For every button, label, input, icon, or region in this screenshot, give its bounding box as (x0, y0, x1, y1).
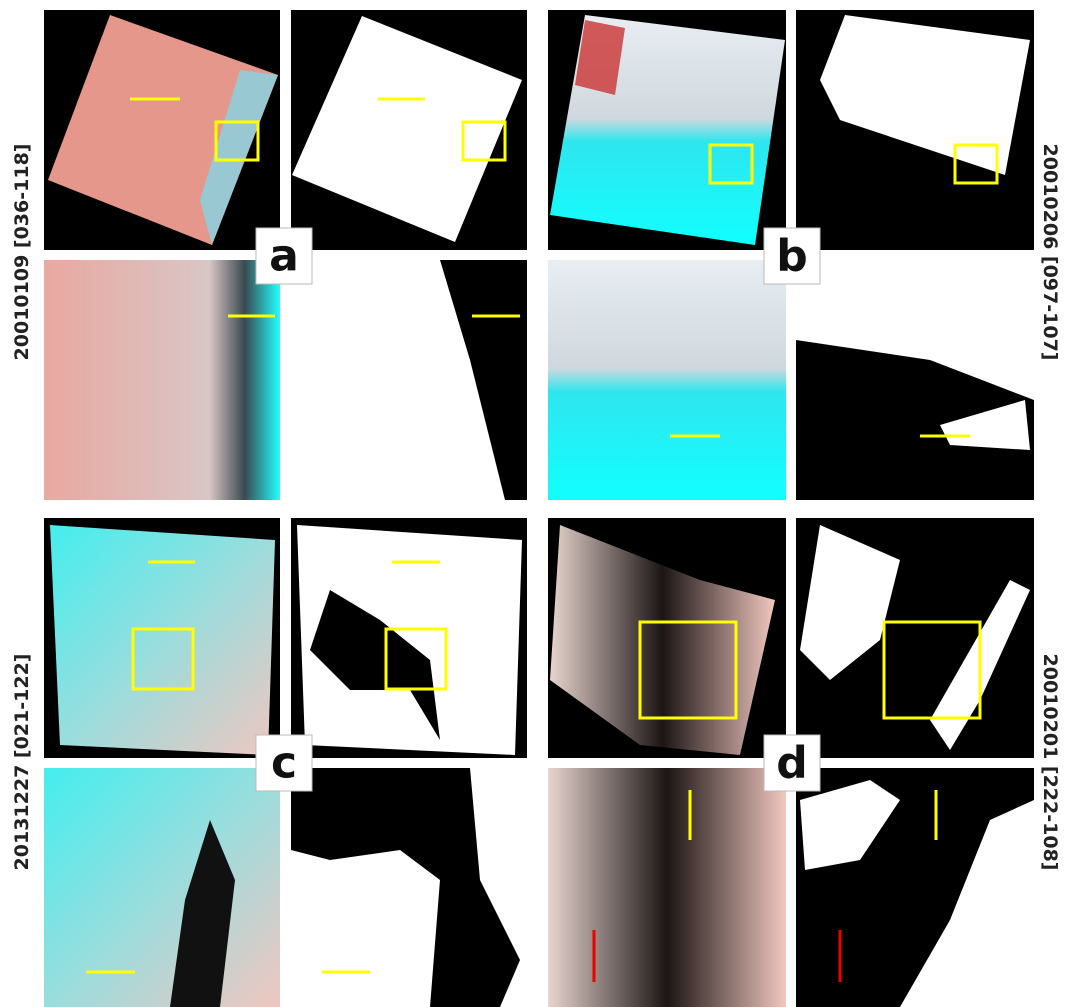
image (548, 260, 786, 500)
panel-d: d 20010201 [222-108] (548, 518, 1061, 1007)
panel-c: c 20131227 [021-122] (11, 518, 527, 1007)
panel-label: c (271, 738, 297, 789)
image (548, 768, 786, 1007)
image (44, 260, 280, 500)
panel-a: a 20010109 [036-118] (11, 10, 527, 500)
side-label: 20131227 [021-122] (11, 654, 33, 871)
figure: a 20010109 [036-118] b 20010206 [097-107… (0, 0, 1067, 1007)
image (44, 768, 280, 1007)
panel-label: d (776, 738, 808, 789)
side-label: 20010206 [097-107] (1039, 144, 1061, 361)
side-label: 20010201 [222-108] (1039, 654, 1061, 871)
side-label: 20010109 [036-118] (11, 144, 33, 361)
panel-label: a (269, 231, 299, 282)
panel-b: b 20010206 [097-107] (548, 10, 1061, 500)
panel-label: b (776, 231, 808, 282)
image (50, 525, 275, 755)
